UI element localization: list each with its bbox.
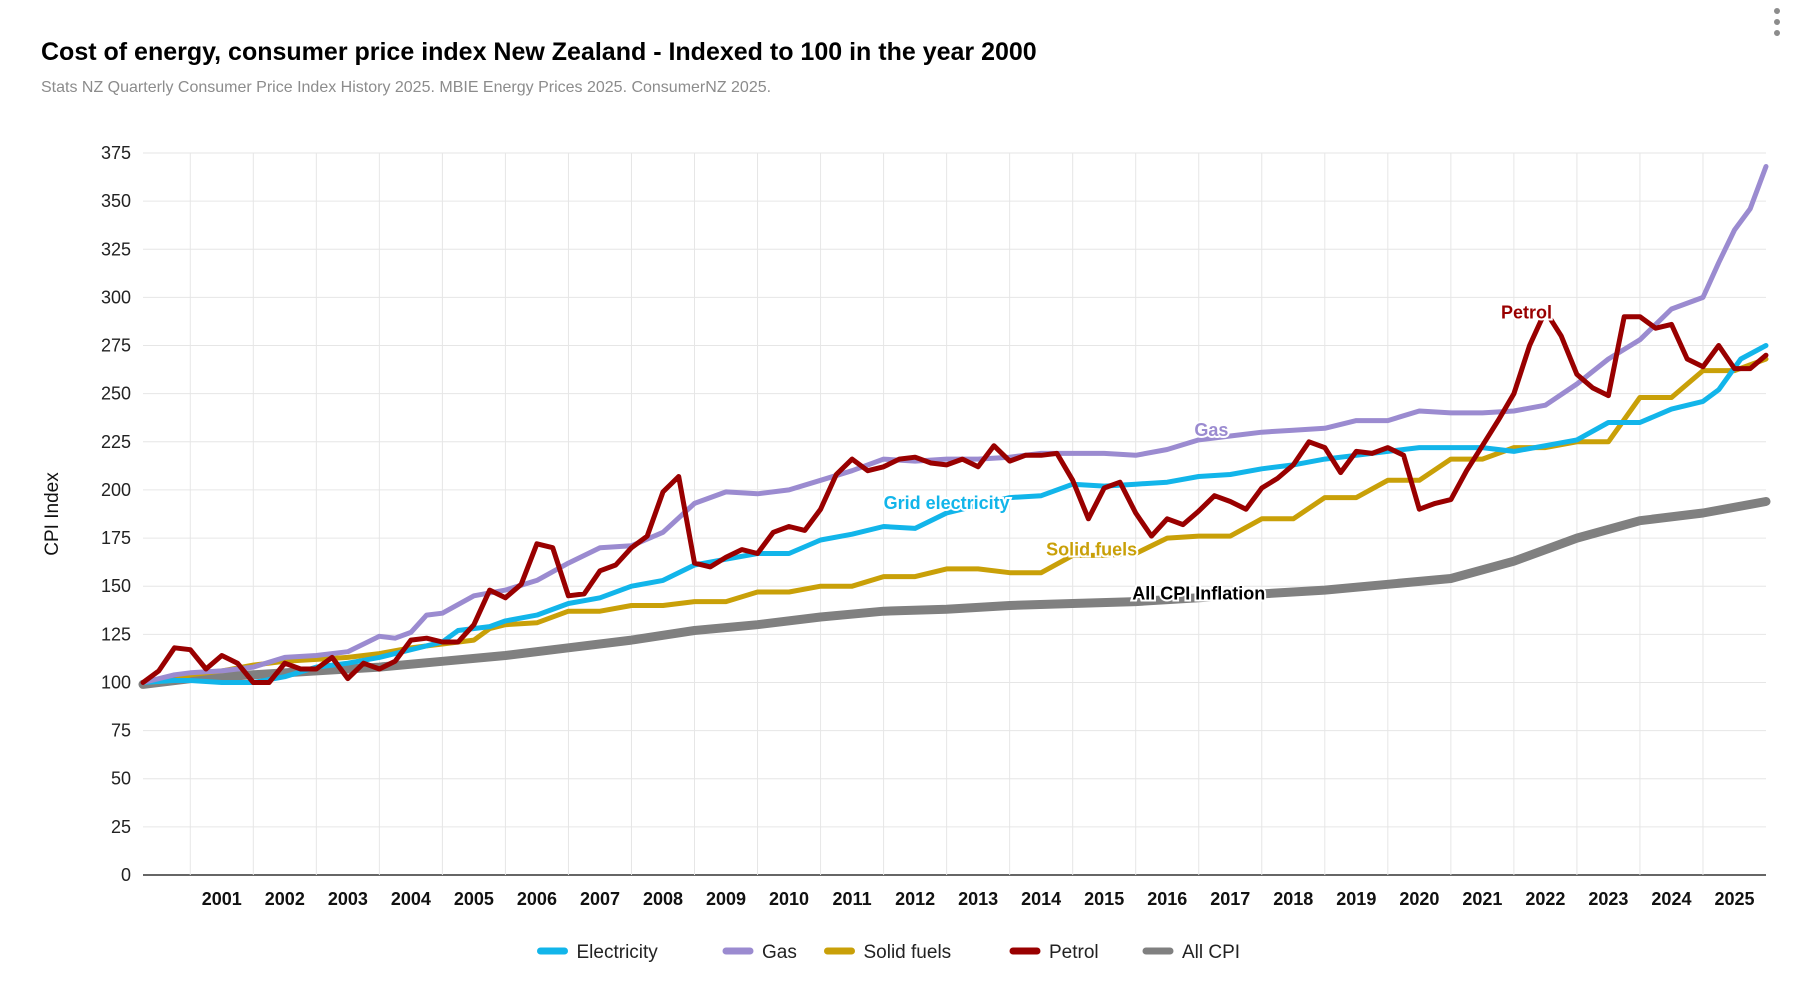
y-tick-label: 250	[101, 384, 131, 404]
more-options-icon[interactable]	[1770, 8, 1784, 36]
annotation-all-cpi: All CPI Inflation	[1132, 584, 1265, 604]
x-tick-label: 2011	[833, 889, 872, 909]
y-tick-label: 75	[111, 721, 131, 741]
x-tick-label: 2004	[391, 889, 431, 909]
axes: 0 25 50 75 100 125 150 175 200 225 250 275 300 325 350…	[42, 143, 1755, 909]
legend-label: Petrol	[1049, 942, 1099, 963]
legend-item-electricity[interactable]: Electricity	[537, 942, 659, 963]
y-tick-label: 0	[121, 865, 131, 885]
x-tick-label: 2014	[1021, 889, 1061, 909]
x-tick-label: 2013	[958, 889, 998, 909]
x-tick-label: 2001	[202, 889, 242, 909]
y-tick-label: 225	[101, 432, 131, 452]
annotation-gas: Gas	[1194, 420, 1228, 440]
legend-item-gas[interactable]: Gas	[722, 942, 797, 963]
annotation-solid-fuels: Solid fuels	[1046, 539, 1137, 559]
x-tick-label: 2018	[1273, 889, 1313, 909]
gridlines	[143, 152, 1766, 876]
y-tick-label: 25	[111, 817, 131, 837]
x-tick-label: 2015	[1084, 889, 1124, 909]
x-tick-label: 2024	[1651, 889, 1691, 909]
y-tick-label: 150	[101, 576, 131, 596]
chart-subtitle: Stats NZ Quarterly Consumer Price Index …	[41, 79, 772, 96]
legend-label: All CPI	[1182, 942, 1240, 963]
annotation-electricity: Grid electricity	[884, 493, 1010, 513]
x-tick-label: 2008	[643, 889, 683, 909]
chart-title: Cost of energy, consumer price index New…	[41, 38, 1037, 66]
y-tick-label: 100	[101, 672, 131, 692]
series-lines	[138, 164, 1771, 689]
series-line-all-cpi	[138, 497, 1771, 689]
legend-label: Solid fuels	[864, 942, 952, 963]
legend: Electricity Gas Solid fuels Petrol All CPI	[537, 942, 1240, 963]
y-tick-label: 325	[101, 239, 131, 259]
y-tick-label: 175	[101, 528, 131, 548]
y-tick-label: 50	[111, 769, 131, 789]
x-tick-label: 2017	[1210, 889, 1250, 909]
y-axis-title: CPI Index	[42, 472, 63, 556]
legend-label: Electricity	[577, 942, 659, 963]
x-tick-label: 2012	[895, 889, 935, 909]
x-tick-label: 2022	[1525, 889, 1565, 909]
legend-item-petrol[interactable]: Petrol	[1009, 942, 1099, 963]
x-tick-label: 2003	[328, 889, 368, 909]
y-tick-label: 200	[101, 480, 131, 500]
x-tick-label: 2020	[1399, 889, 1439, 909]
y-tick-label: 375	[101, 143, 131, 163]
annotation-petrol: Petrol	[1501, 303, 1552, 323]
y-tick-label: 300	[101, 287, 131, 307]
x-tick-label: 2025	[1714, 889, 1754, 909]
legend-item-all-cpi[interactable]: All CPI	[1142, 942, 1240, 963]
series-line-electricity	[140, 343, 1769, 685]
series-annotations: Grid electricity Gas Solid fuels Petrol All …	[882, 301, 1554, 606]
series-line-gas	[140, 164, 1769, 685]
x-tick-label: 2010	[769, 889, 809, 909]
y-tick-label: 275	[101, 336, 131, 356]
legend-item-solid-fuels[interactable]: Solid fuels	[824, 942, 952, 963]
y-tick-label: 350	[101, 191, 131, 211]
x-tick-label: 2002	[265, 889, 305, 909]
x-tick-label: 2006	[517, 889, 557, 909]
series-line-petrol	[140, 308, 1769, 685]
x-tick-label: 2021	[1462, 889, 1502, 909]
legend-label: Gas	[762, 942, 797, 963]
x-tick-label: 2009	[706, 889, 746, 909]
x-tick-label: 2007	[580, 889, 620, 909]
x-tick-label: 2005	[454, 889, 494, 909]
x-tick-label: 2016	[1147, 889, 1187, 909]
x-tick-label: 2023	[1588, 889, 1628, 909]
y-tick-label: 125	[101, 624, 131, 644]
x-tick-label: 2019	[1336, 889, 1376, 909]
